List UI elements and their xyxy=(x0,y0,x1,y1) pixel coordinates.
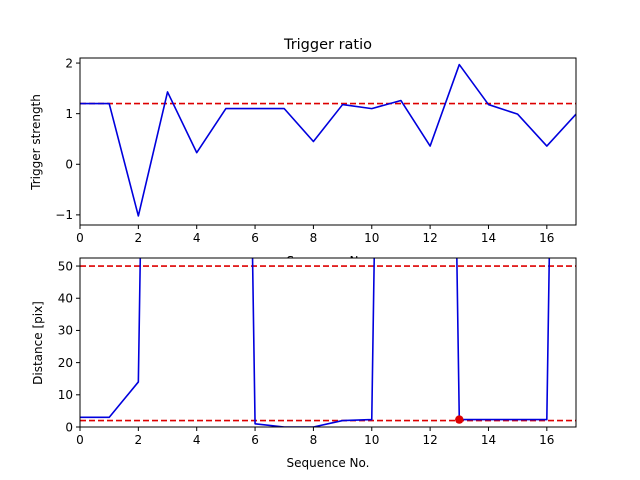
distance-xtick-label-7: 14 xyxy=(481,433,496,447)
distance-subplot: Distance [pix] 0 2 4 6 8 10 12 14 1601020304050 … xyxy=(31,257,577,480)
distance-xtick-label-2: 4 xyxy=(193,433,201,447)
trigger-xtick-label-8: 16 xyxy=(539,231,554,245)
trigger-xtick-label-0: 0 xyxy=(76,231,84,245)
distance-ytick-label-0: 0 xyxy=(65,420,73,434)
trigger-ytick-label-2: 1 xyxy=(65,107,73,121)
trigger-ytick-label-0: −1 xyxy=(55,208,73,222)
trigger-xtick-label-6: 12 xyxy=(422,231,437,245)
trigger-xtick-label-4: 8 xyxy=(310,231,318,245)
distance-ytick-label-2: 20 xyxy=(58,356,73,370)
distance-ylabel: Distance [pix] xyxy=(31,301,45,385)
distance-ytick-label-4: 40 xyxy=(58,292,73,306)
trigger-xtick-label-5: 10 xyxy=(364,231,379,245)
distance-axes-frame xyxy=(79,257,577,428)
trigger-ytick-label-1: 0 xyxy=(65,158,73,172)
distance-xtick-label-8: 16 xyxy=(539,433,554,447)
bottom-xlabel: Sequence No. xyxy=(287,456,370,470)
trigger-ratio-title: Trigger ratio xyxy=(283,37,372,53)
bottom-label-backdrop xyxy=(80,450,576,480)
distance-xtick-label-5: 10 xyxy=(364,433,379,447)
trigger-ratio-subplot: Trigger ratio Trigger strength Sequence … xyxy=(29,37,577,268)
distance-xtick-label-6: 12 xyxy=(422,433,437,447)
trigger-xtick-label-3: 6 xyxy=(251,231,259,245)
distance-plot-content xyxy=(80,258,576,427)
distance-xtick-label-3: 6 xyxy=(251,433,259,447)
trigger-ytick-label-3: 2 xyxy=(65,56,73,70)
distance-plot-area xyxy=(80,258,576,427)
trigger-xtick-label-2: 4 xyxy=(193,231,201,245)
distance-ytick-label-1: 10 xyxy=(58,388,73,402)
trigger-strength-ylabel: Trigger strength xyxy=(29,94,43,191)
distance-series-line-0 xyxy=(80,258,551,427)
trigger-axes-frame xyxy=(79,57,577,226)
trigger-xtick-label-7: 14 xyxy=(481,231,496,245)
distance-xtick-label-1: 2 xyxy=(135,433,143,447)
trigger-plot-area xyxy=(80,58,576,225)
trigger-xtick-label-1: 2 xyxy=(135,231,143,245)
distance-xtick-label-4: 8 xyxy=(310,433,318,447)
distance-ytick-label-3: 30 xyxy=(58,324,73,338)
distance-ytick-label-5: 50 xyxy=(58,259,73,273)
distance-xtick-label-0: 0 xyxy=(76,433,84,447)
trigger-plot-content xyxy=(80,63,576,217)
distance-marker-0 xyxy=(455,415,464,424)
trigger-series-line-0 xyxy=(80,63,576,217)
